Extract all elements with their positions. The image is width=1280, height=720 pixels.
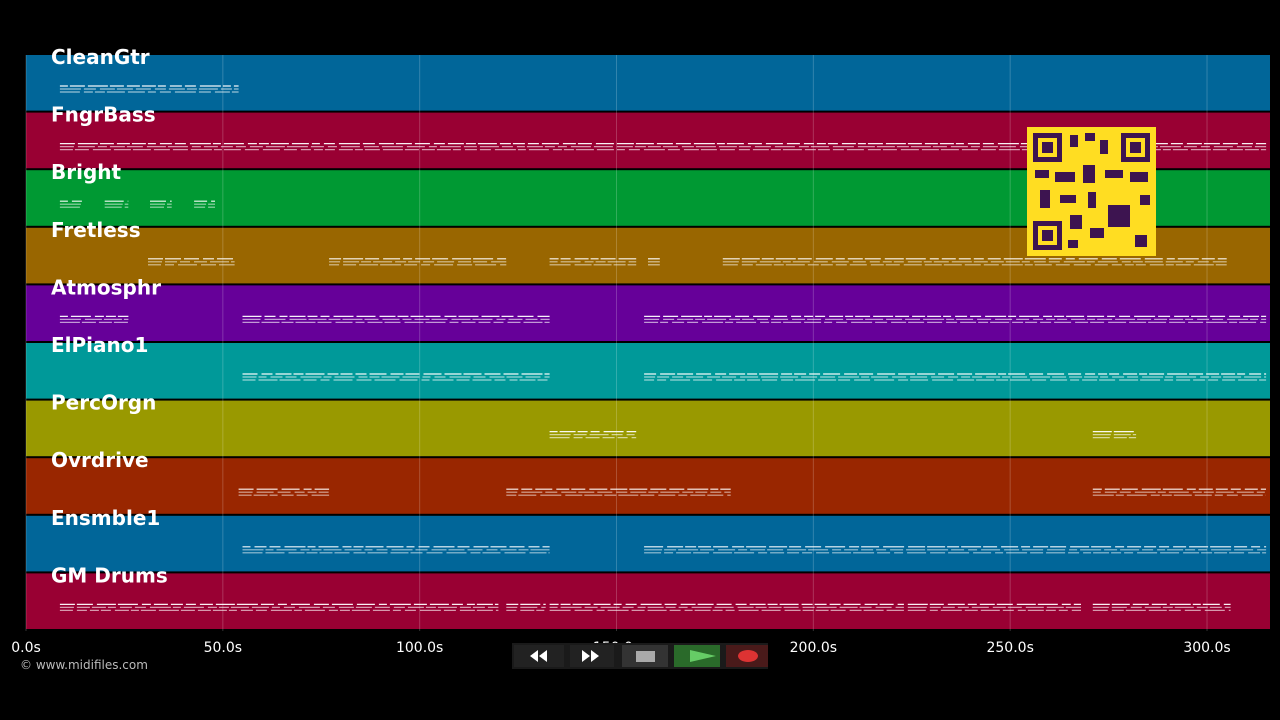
track-lane [26,55,1270,111]
tick-label: 0.0s [11,640,41,656]
note-segment [148,258,235,266]
record-button[interactable] [726,645,768,667]
note-segment [644,373,1267,381]
note-segment [1092,488,1266,496]
transport-controls [512,643,768,669]
note-segment [644,315,1267,323]
track-lane [26,285,1270,341]
note-segment [506,488,731,496]
tick-label: 100.0s [396,640,443,656]
note-segment [549,431,637,439]
track-lane [26,515,1270,572]
note-segment [1092,431,1137,439]
note-segment [242,315,550,323]
rewind-button[interactable] [514,645,564,667]
track-name: Fretless [51,218,141,242]
note-segment [549,258,637,266]
note-segment [722,258,1227,266]
track-name: Ensmble1 [51,506,160,530]
note-segment [59,85,239,93]
tick-label: 50.0s [204,640,242,656]
note-segment [644,546,1267,554]
note-segment [242,546,550,554]
track-name: Atmosphr [51,275,161,299]
note-segment [506,603,546,611]
note-segment [194,200,215,208]
note-segment [59,143,1267,151]
track-name: ElPiano1 [51,333,148,357]
track-name: CleanGtr [51,45,150,69]
note-segment [150,200,172,208]
note-segment [648,258,660,266]
note-segment [549,603,904,611]
track-lane [26,573,1270,629]
tick-label: 200.0s [790,640,837,656]
copyright: © www.midifiles.com [20,658,148,672]
labels: CleanGtr FngrBass Bright Fretless Atmosphr El… [51,45,168,587]
track-lane [26,343,1270,399]
tick-label: 250.0s [986,640,1033,656]
track-name: Bright [51,160,122,184]
track-name: GM Drums [51,563,168,587]
track-name: PercOrgn [51,391,156,415]
track-name: Ovrdrive [51,448,149,472]
grid [25,55,1208,631]
note-segment [1092,603,1231,611]
stop-button[interactable] [622,645,668,667]
note-segment [59,603,499,611]
qr-code [1027,127,1156,256]
note-segment [907,603,1081,611]
note-segment [242,373,550,381]
note-segment [59,200,82,208]
track-lane [26,400,1270,457]
note-segment [329,258,507,266]
notes [59,85,1267,611]
tick-label: 300.0s [1183,640,1230,656]
note-segment [104,200,129,208]
play-button[interactable] [674,645,720,667]
forward-button[interactable] [570,645,614,667]
note-segment [59,315,129,323]
note-segment [238,488,330,496]
track-name: FngrBass [51,103,156,127]
track-lane [26,458,1270,514]
